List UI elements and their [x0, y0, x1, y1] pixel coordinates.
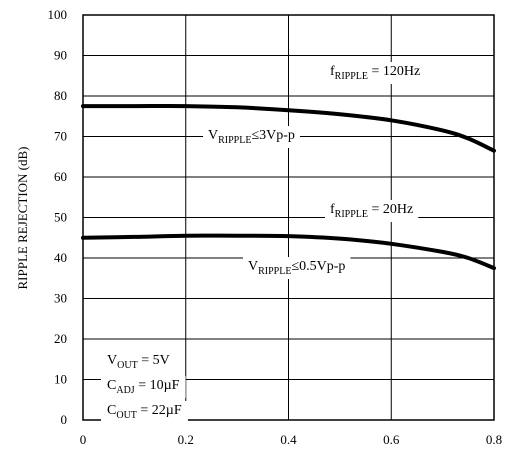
condition-2-text: CADJ = 10µF — [107, 378, 180, 396]
x-tick-label: 0 — [80, 432, 87, 447]
annotation-2-background — [203, 126, 300, 148]
plot-frame — [82, 14, 495, 421]
annotation-2: VRIPPLE≤3Vp-p — [203, 126, 300, 148]
condition-3-background — [101, 401, 188, 423]
y-tick-label: 70 — [54, 129, 67, 144]
x-tick-label: 0.4 — [280, 432, 297, 447]
y-tick-label: 30 — [54, 291, 67, 306]
y-tick-label: 80 — [54, 88, 67, 103]
condition-1: VOUT = 5V — [101, 351, 176, 373]
x-tick-label: 0.6 — [383, 432, 400, 447]
condition-3-text: COUT = 22µF — [107, 403, 182, 421]
condition-1-background — [101, 351, 176, 373]
condition-2: CADJ = 10µF — [101, 376, 186, 398]
y-axis-label: RIPPLE REJECTION (dB) — [15, 147, 30, 290]
annotation-1-text: fRIPPLE = 120Hz — [330, 64, 420, 82]
condition-3: COUT = 22µF — [101, 401, 188, 423]
y-tick-label: 40 — [54, 250, 67, 265]
annotation-2-text: VRIPPLE≤3Vp-p — [208, 128, 295, 146]
annotation-1-background — [325, 62, 426, 84]
annotation-3: fRIPPLE = 20Hz — [325, 200, 419, 222]
y-tick-label: 0 — [61, 412, 68, 427]
series-line-2 — [81, 233, 496, 271]
x-tick-label: 0.2 — [178, 432, 194, 447]
series-lines — [81, 104, 496, 271]
condition-2-background — [101, 376, 186, 398]
annotation-4-text: VRIPPLE≤0.5Vp-p — [248, 259, 345, 277]
y-tick-label: 50 — [54, 210, 67, 225]
annotation-3-text: fRIPPLE = 20Hz — [330, 202, 413, 220]
y-tick-label: 60 — [54, 169, 67, 184]
y-tick-label: 20 — [54, 331, 67, 346]
y-tick-label: 100 — [48, 7, 68, 22]
annotation-4-background — [243, 257, 351, 279]
condition-1-text: VOUT = 5V — [107, 353, 170, 371]
y-tick-label: 90 — [54, 48, 67, 63]
annotation-3-background — [325, 200, 419, 222]
y-tick-label: 10 — [54, 372, 67, 387]
annotation-1: fRIPPLE = 120Hz — [325, 62, 426, 84]
test-conditions: VOUT = 5V CADJ = 10µF COUT = 22µF — [101, 351, 188, 423]
tick-labels: 0 10 20 30 40 50 60 70 80 90 100 0 0.2 0.4 0.6 0.8 — [48, 7, 503, 447]
x-tick-label: 0.8 — [486, 432, 502, 447]
series-line-1 — [81, 104, 496, 153]
annotation-4: VRIPPLE≤0.5Vp-p — [243, 257, 351, 279]
annotations: fRIPPLE = 120Hz VRIPPLE≤3Vp-p fRIPPLE = 20… — [203, 62, 426, 279]
